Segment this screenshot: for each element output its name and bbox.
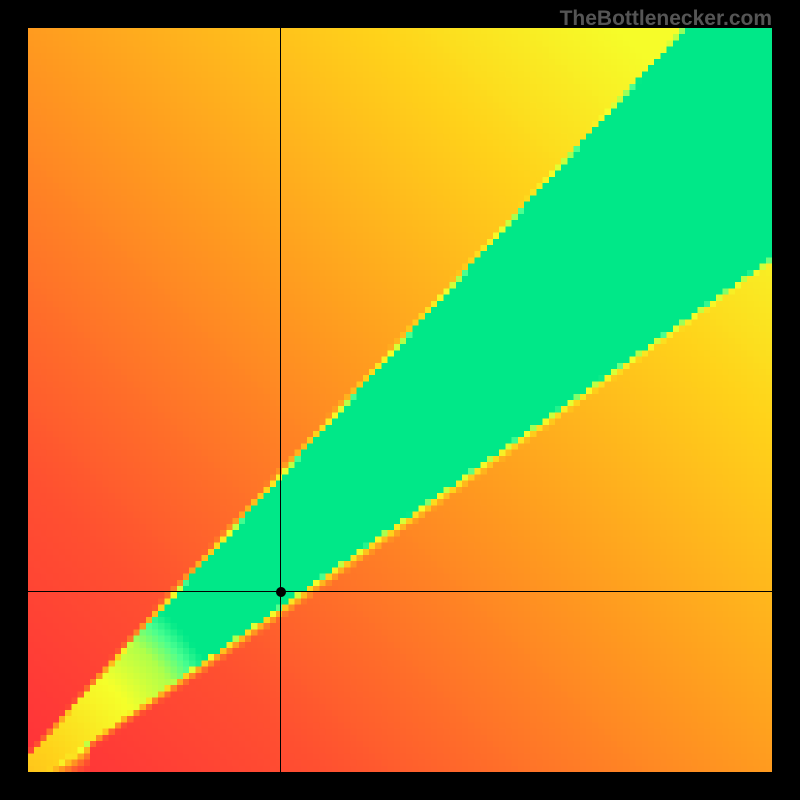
crosshair-horizontal [28, 591, 772, 592]
heatmap-canvas [28, 28, 772, 772]
chart-container: TheBottlenecker.com [0, 0, 800, 800]
watermark-text: TheBottlenecker.com [560, 7, 772, 31]
crosshair-vertical [280, 28, 281, 772]
marker-dot [276, 587, 286, 597]
